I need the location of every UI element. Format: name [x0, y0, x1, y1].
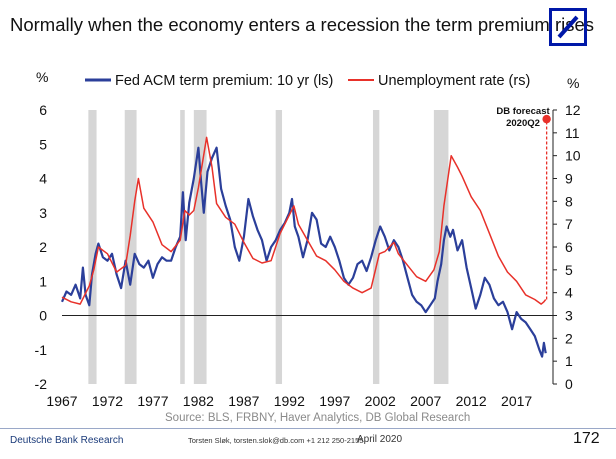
x-axis-tick-label: 2017: [501, 393, 532, 409]
left-axis-tick-label: 6: [39, 102, 47, 118]
recession-band: [180, 110, 185, 384]
source-note: Source: BLS, FRBNY, Haver Analytics, DB …: [165, 412, 471, 424]
publication-date: April 2020: [357, 434, 403, 445]
right-axis-tick-label: 4: [565, 285, 573, 301]
contact-info: Torsten Sløk, torsten.slok@db.com +1 212…: [188, 436, 364, 445]
right-axis-tick-label: 9: [565, 171, 573, 187]
left-axis-tick-label: 1: [39, 273, 47, 289]
right-axis-tick-label: 0: [565, 376, 573, 392]
right-axis-tick-label: 7: [565, 216, 573, 232]
forecast-label: DB forecast: [496, 106, 550, 117]
x-axis-tick-label: 1967: [46, 393, 77, 409]
recession-band: [372, 110, 380, 384]
left-axis-tick-label: 2: [39, 239, 47, 255]
right-axis-tick-label: 3: [565, 308, 573, 324]
term-premium-line: [60, 146, 547, 358]
left-axis-unit: %: [36, 69, 48, 85]
right-axis-tick-label: 5: [565, 262, 573, 278]
recession-band: [124, 110, 137, 384]
footer-divider: [0, 428, 616, 429]
recession-band: [88, 110, 97, 384]
legend-label-unemployment: Unemployment rate (rs): [378, 73, 530, 89]
x-axis-tick-label: 1977: [137, 393, 168, 409]
forecast-label: 2020Q2: [506, 118, 540, 129]
x-axis-tick-label: 2007: [410, 393, 441, 409]
x-axis-tick-label: 2012: [456, 393, 487, 409]
right-axis-tick-label: 10: [565, 148, 581, 164]
page-number: 172: [573, 430, 600, 447]
right-axis-tick-label: 12: [565, 102, 581, 118]
right-axis-unit: %: [567, 75, 579, 91]
x-axis-tick-label: 1987: [228, 393, 259, 409]
forecast-point: [542, 114, 551, 124]
chart-title: Normally when the economy enters a reces…: [10, 14, 595, 35]
left-axis-tick-label: 4: [39, 171, 47, 187]
legend-label-term-premium: Fed ACM term premium: 10 yr (ls): [115, 73, 333, 89]
left-axis-tick-label: -2: [35, 376, 48, 392]
unemployment-line: [61, 136, 547, 305]
x-axis-tick-label: 1997: [319, 393, 350, 409]
right-axis-tick-label: 8: [565, 193, 573, 209]
right-axis-tick-label: 2: [565, 330, 573, 346]
x-axis-tick-label: 2002: [365, 393, 396, 409]
recession-band: [433, 110, 449, 384]
x-axis-tick-label: 1972: [92, 393, 123, 409]
left-axis-tick-label: 0: [39, 308, 47, 324]
right-axis-tick-label: 11: [565, 125, 580, 141]
left-axis-tick-label: -1: [35, 342, 48, 358]
left-axis-tick-label: 5: [39, 136, 47, 152]
x-axis-tick-label: 1982: [183, 393, 214, 409]
right-axis-tick-label: 6: [565, 239, 573, 255]
x-axis-tick-label: 1992: [274, 393, 305, 409]
left-axis-tick-label: 3: [39, 205, 47, 221]
deutsche-bank-logo-icon: [549, 8, 587, 46]
recession-band: [275, 110, 283, 384]
brand-name: Deutsche Bank Research: [10, 435, 124, 446]
right-axis-tick-label: 1: [565, 353, 573, 369]
